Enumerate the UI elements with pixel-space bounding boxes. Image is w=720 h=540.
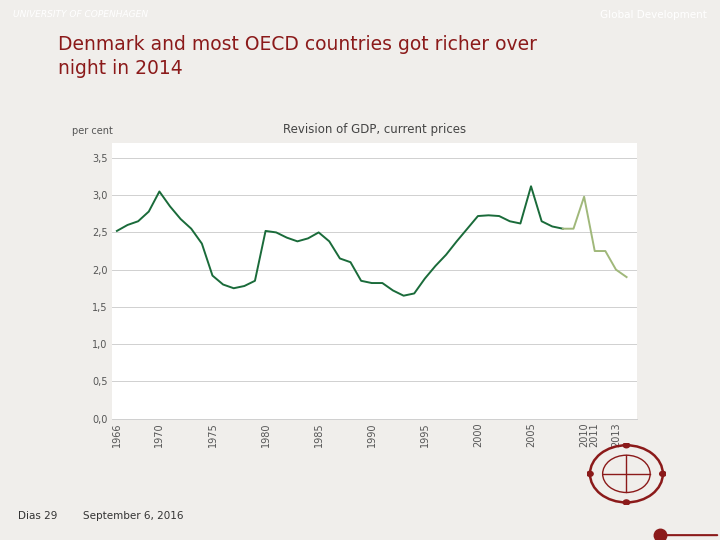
Circle shape xyxy=(587,471,593,476)
Text: per cent: per cent xyxy=(72,126,113,136)
Circle shape xyxy=(624,443,629,448)
Text: Denmark and most OECD countries got richer over
night in 2014: Denmark and most OECD countries got rich… xyxy=(58,35,536,78)
Text: Global Development: Global Development xyxy=(600,10,707,20)
Text: September 6, 2016: September 6, 2016 xyxy=(83,511,184,521)
Circle shape xyxy=(660,471,666,476)
Text: Revision of GDP, current prices: Revision of GDP, current prices xyxy=(283,123,466,136)
Text: Dias 29: Dias 29 xyxy=(18,511,58,521)
Text: UNIVERSITY OF COPENHAGEN: UNIVERSITY OF COPENHAGEN xyxy=(13,10,148,19)
Circle shape xyxy=(624,500,629,505)
